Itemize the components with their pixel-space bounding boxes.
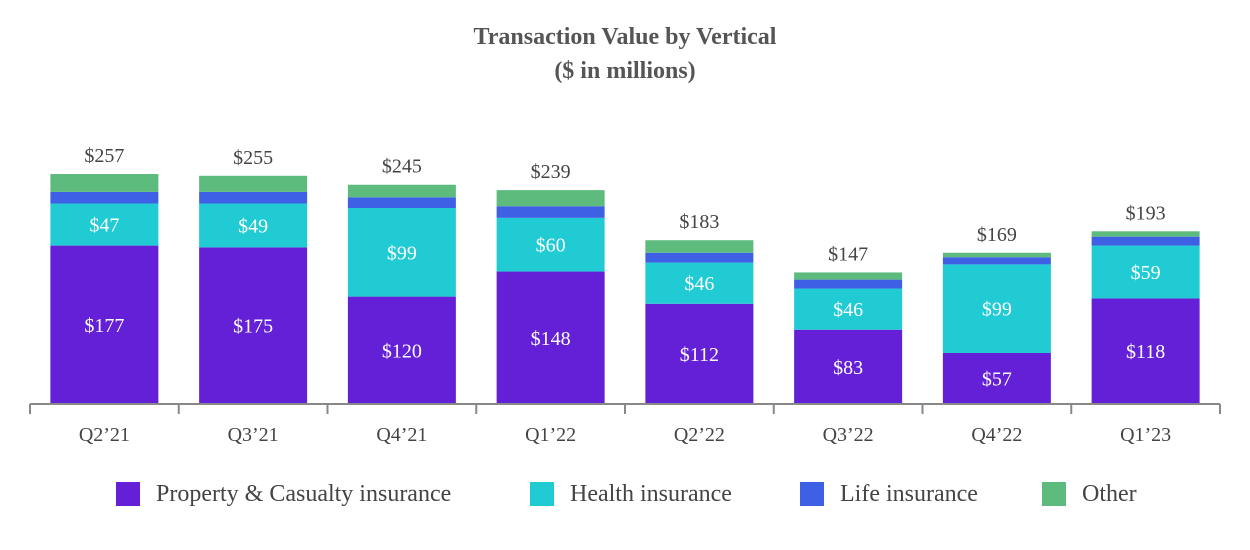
- bar-segment-2-5: [645, 262, 754, 304]
- data-label: $47: [89, 215, 119, 237]
- legend-label: Life insurance: [840, 480, 978, 507]
- legend-swatch: [530, 482, 554, 506]
- x-tick-label: Q3’21: [228, 424, 279, 446]
- data-label: $120: [382, 340, 422, 362]
- bar-segment-4-5: [645, 240, 754, 253]
- data-label: $112: [680, 344, 719, 366]
- data-label: $99: [387, 242, 417, 264]
- bar-segment-2-7: [942, 264, 1051, 353]
- bar-segment-4-1: [50, 174, 159, 192]
- chart-subtitle: ($ in millions): [554, 58, 696, 84]
- legend-swatch: [116, 482, 140, 506]
- bar-segment-4-8: [1091, 231, 1200, 237]
- data-label: $148: [531, 328, 571, 350]
- bar-segment-2-8: [1091, 245, 1200, 299]
- bar-segment-4-2: [199, 175, 308, 192]
- bar-segment-2-2: [199, 203, 308, 248]
- bar-segment-3-7: [942, 257, 1051, 265]
- total-label: $193: [1126, 202, 1166, 224]
- legend-swatch: [800, 482, 824, 506]
- total-label: $169: [977, 224, 1017, 246]
- legend-label: Property & Casualty insurance: [156, 480, 452, 507]
- data-label: $83: [833, 357, 863, 379]
- data-label: $118: [1126, 341, 1165, 363]
- data-label: $99: [982, 299, 1012, 321]
- bar-segment-2-3: [347, 208, 456, 297]
- x-tick-label: Q2’21: [79, 424, 130, 446]
- bar-segment-1-3: [347, 296, 456, 404]
- legend-swatch: [1042, 482, 1066, 506]
- x-tick-label: Q4’22: [971, 424, 1022, 446]
- x-tick-label: Q3’22: [823, 424, 874, 446]
- bar-segment-3-6: [794, 279, 903, 289]
- legend-label: Health insurance: [570, 480, 732, 507]
- bar-segment-2-4: [496, 217, 605, 272]
- data-label: $57: [982, 368, 1012, 390]
- bar-segment-3-5: [645, 252, 754, 263]
- bar-segment-4-3: [347, 184, 456, 198]
- data-label: $177: [84, 315, 124, 337]
- x-tick-label: Q1’23: [1120, 424, 1171, 446]
- legend-item: Property & Casualty insurance: [116, 476, 451, 512]
- x-tick-label: Q4’21: [376, 424, 427, 446]
- x-tick-label: Q2’22: [674, 424, 725, 446]
- data-label: $46: [833, 299, 863, 321]
- data-label: $46: [684, 273, 714, 295]
- total-label: $147: [828, 243, 868, 265]
- bar-segment-1-7: [942, 352, 1051, 404]
- total-label: $255: [233, 147, 273, 169]
- total-label: $239: [531, 161, 571, 183]
- bar-segment-3-8: [1091, 236, 1200, 246]
- data-label: $175: [233, 316, 273, 338]
- plot-area: $177 $47 $257 $175 $49 $255 $120 $99 $245 $148 $60…: [29, 145, 1221, 446]
- data-label: $60: [536, 235, 566, 257]
- bar-segment-2-1: [50, 203, 159, 246]
- total-label: $245: [382, 156, 422, 178]
- data-label: $49: [238, 215, 268, 237]
- legend-label: Other: [1082, 480, 1137, 507]
- bar-segment-1-2: [199, 247, 308, 404]
- bar-segment-3-4: [496, 206, 605, 218]
- legend: Property & Casualty insurance Health insu…: [0, 476, 1250, 512]
- bar-segment-1-5: [645, 303, 754, 404]
- bar-segment-4-6: [794, 272, 903, 280]
- bar-segment-1-4: [496, 271, 605, 404]
- chart-title: Transaction Value by Vertical: [473, 24, 777, 50]
- legend-item: Other: [1042, 476, 1137, 512]
- x-tick-label: Q1’22: [525, 424, 576, 446]
- data-label: $59: [1131, 262, 1161, 284]
- legend-item: Health insurance: [530, 476, 732, 512]
- bar-segment-1-6: [794, 329, 903, 404]
- bar-segment-1-1: [50, 245, 159, 404]
- bar-segment-1-8: [1091, 298, 1200, 404]
- bar-segment-3-1: [50, 191, 159, 204]
- total-label: $183: [679, 211, 719, 233]
- bar-segment-4-4: [496, 190, 605, 207]
- bar-segment-2-6: [794, 288, 903, 330]
- bar-segment-3-2: [199, 191, 308, 204]
- legend-item: Life insurance: [800, 476, 978, 512]
- bar-segment-4-7: [942, 252, 1051, 258]
- total-label: $257: [84, 145, 124, 167]
- bar-segment-3-3: [347, 197, 456, 209]
